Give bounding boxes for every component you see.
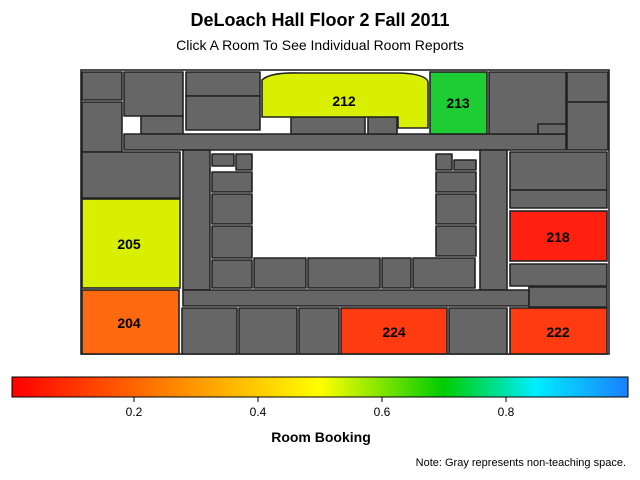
east-corridor — [479, 149, 508, 291]
room-205-label: 205 — [117, 236, 141, 252]
map-title: DeLoach Hall Floor 2 Fall 2011 — [190, 10, 450, 30]
gray-space — [509, 151, 608, 191]
gray-space — [81, 151, 181, 199]
west-corridor — [182, 149, 211, 291]
gray-space — [509, 189, 608, 209]
gray-space — [566, 101, 609, 151]
gray-space — [435, 171, 477, 193]
room-213[interactable]: 213 — [429, 71, 488, 135]
colorbar-tick-label: 0.6 — [374, 405, 391, 419]
gray-space — [253, 257, 307, 289]
room-204[interactable]: 204 — [81, 289, 180, 355]
gray-space — [307, 257, 381, 289]
room-204-label: 204 — [117, 315, 141, 331]
room-222[interactable]: 222 — [509, 307, 608, 355]
gray-space — [290, 116, 366, 135]
gray-space — [435, 193, 477, 225]
gray-space — [298, 307, 340, 355]
gray-space — [412, 257, 476, 289]
gray-space — [211, 193, 253, 225]
south-corridor — [182, 289, 530, 307]
colorbar-tick-label: 0.8 — [498, 405, 515, 419]
room-222-shape[interactable] — [509, 307, 608, 355]
gray-space — [381, 257, 412, 289]
room-224-shape[interactable] — [340, 307, 448, 355]
gray-space — [140, 115, 184, 135]
gray-space — [211, 171, 253, 193]
gray-space — [211, 225, 253, 259]
gray-space — [81, 71, 123, 101]
room-205-shape[interactable] — [81, 198, 181, 289]
gray-space — [488, 71, 567, 135]
gray-space — [81, 101, 123, 153]
colorbar-scale — [11, 376, 629, 398]
gray-space — [185, 71, 261, 97]
map-subtitle: Click A Room To See Individual Room Repo… — [176, 37, 464, 53]
gray-space — [509, 263, 608, 287]
room-222-label: 222 — [546, 324, 570, 340]
room-224-label: 224 — [382, 324, 406, 340]
gray-space — [367, 116, 398, 135]
central-corridor — [123, 133, 567, 151]
room-204-shape[interactable] — [81, 289, 180, 355]
footnote: Note: Gray represents non-teaching space… — [416, 457, 626, 469]
gray-space — [566, 71, 609, 103]
room-212[interactable]: 212 — [261, 72, 429, 129]
gray-space — [453, 159, 477, 171]
gray-space — [238, 307, 298, 355]
room-224[interactable]: 224 — [340, 307, 448, 355]
gray-space — [123, 71, 184, 117]
gray-space — [235, 153, 253, 171]
room-212-label: 212 — [332, 93, 356, 109]
colorbar-tick-label: 0.4 — [250, 405, 267, 419]
gray-space — [211, 153, 235, 167]
gray-space — [528, 286, 608, 308]
room-213-label: 213 — [446, 95, 470, 111]
room-218[interactable]: 218 — [509, 210, 608, 262]
room-213-shape[interactable] — [429, 71, 488, 135]
gray-space — [435, 153, 453, 171]
room-218-shape[interactable] — [509, 210, 608, 262]
room-212-shape[interactable] — [261, 72, 429, 129]
colorbar: 0.2 0.4 0.6 0.8 Room Booking — [11, 376, 629, 445]
room-205[interactable]: 205 — [81, 198, 181, 289]
gray-space — [435, 225, 477, 257]
colorbar-tick-label: 0.2 — [126, 405, 143, 419]
gray-space — [185, 95, 261, 131]
room-218-label: 218 — [546, 229, 570, 245]
non-teaching-spaces — [81, 71, 609, 355]
gray-space — [211, 259, 253, 289]
gray-space — [537, 123, 567, 135]
gray-space — [181, 307, 238, 355]
gray-space — [448, 307, 508, 355]
colorbar-title: Room Booking — [271, 429, 371, 445]
